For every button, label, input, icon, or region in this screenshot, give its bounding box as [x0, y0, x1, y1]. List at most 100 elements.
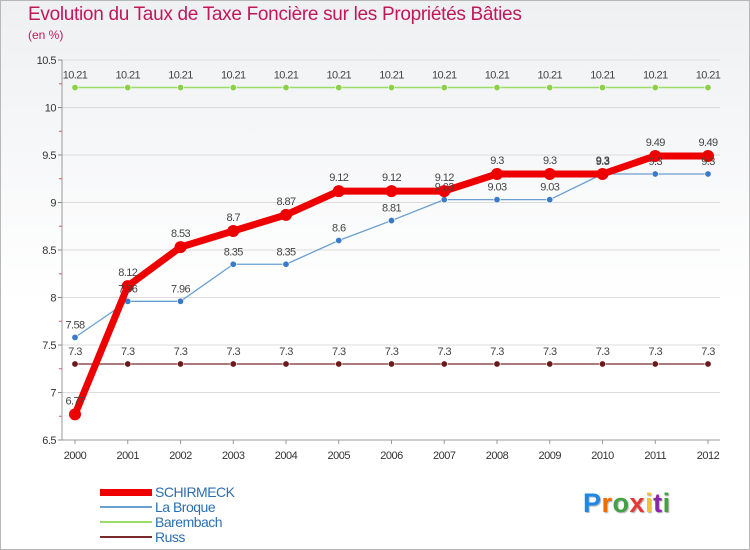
data-point-la-broque — [335, 237, 343, 245]
legend-swatch — [100, 488, 152, 496]
data-point-barembach — [124, 84, 132, 92]
data-point-schirmeck — [121, 280, 134, 293]
y-tick-label: 7.5 — [42, 340, 56, 352]
data-point-barembach — [387, 84, 395, 92]
data-point-russ — [282, 360, 290, 368]
data-point-schirmeck — [438, 185, 451, 198]
data-label-barembach: 10.21 — [432, 70, 457, 82]
data-label-schirmeck: 9.12 — [329, 172, 348, 184]
data-point-schirmeck — [69, 408, 81, 421]
data-label-russ: 7.3 — [438, 346, 452, 358]
data-label-russ: 7.3 — [332, 346, 346, 358]
data-point-barembach — [335, 84, 343, 92]
x-tick-label: 2006 — [380, 450, 403, 462]
data-point-la-broque — [282, 260, 290, 268]
data-point-russ — [387, 360, 395, 368]
data-label-la-broque: 7.58 — [65, 319, 84, 331]
y-tick-label: 9 — [50, 198, 56, 210]
data-label-russ: 7.3 — [701, 346, 715, 358]
data-point-la-broque — [440, 196, 448, 204]
data-label-la-broque: 7.96 — [171, 283, 190, 295]
x-tick-label: 2003 — [222, 450, 245, 462]
data-point-russ — [651, 360, 659, 368]
data-label-barembach: 10.21 — [115, 70, 140, 82]
data-label-russ: 7.3 — [649, 346, 663, 358]
y-tick-label: 8 — [50, 293, 56, 305]
data-point-schirmeck — [385, 185, 398, 198]
legend-swatch — [100, 506, 152, 508]
data-label-barembach: 10.21 — [590, 70, 615, 82]
data-point-la-broque — [704, 170, 712, 178]
data-point-barembach — [282, 84, 290, 92]
x-tick-label: 2009 — [539, 450, 562, 462]
data-label-barembach: 10.21 — [379, 70, 404, 82]
data-label-la-broque: 9.3 — [701, 156, 715, 168]
data-point-la-broque — [387, 217, 395, 225]
data-label-schirmeck: 8.12 — [118, 267, 137, 279]
data-label-barembach: 10.21 — [168, 70, 193, 82]
x-tick-label: 2008 — [486, 450, 509, 462]
data-label-la-broque: 8.35 — [276, 246, 295, 258]
data-point-schirmeck — [649, 149, 662, 162]
data-point-russ — [177, 360, 185, 368]
data-label-schirmeck: 8.87 — [276, 196, 295, 208]
data-label-schirmeck: 6.77 — [65, 395, 84, 407]
y-tick-label: 10.5 — [37, 55, 57, 67]
data-label-barembach: 10.21 — [537, 70, 562, 82]
x-tick-label: 2012 — [697, 450, 720, 462]
data-label-barembach: 10.21 — [696, 70, 721, 82]
data-label-barembach: 10.21 — [274, 70, 299, 82]
data-point-barembach — [704, 84, 712, 92]
x-tick-label: 2000 — [64, 450, 87, 462]
data-label-barembach: 10.21 — [63, 70, 88, 82]
data-label-schirmeck: 9.3 — [490, 155, 504, 167]
data-point-barembach — [651, 84, 659, 92]
data-point-barembach — [440, 84, 448, 92]
x-tick-label: 2007 — [433, 450, 456, 462]
legend-swatch — [100, 521, 152, 523]
x-tick-label: 2011 — [644, 450, 666, 462]
data-label-schirmeck: 8.53 — [171, 228, 190, 240]
data-point-barembach — [177, 84, 185, 92]
data-label-barembach: 10.21 — [643, 70, 668, 82]
y-tick-label: 7 — [50, 388, 56, 400]
data-point-barembach — [229, 84, 237, 92]
data-point-russ — [704, 360, 712, 368]
data-label-barembach: 10.21 — [221, 70, 246, 82]
data-label-schirmeck: 9.12 — [435, 172, 454, 184]
data-label-russ: 7.3 — [121, 346, 135, 358]
data-label-schirmeck: 9.49 — [646, 137, 665, 149]
logo-letter: i — [662, 488, 671, 518]
data-label-barembach: 10.21 — [485, 70, 510, 82]
data-point-russ — [124, 360, 132, 368]
data-label-la-broque: 9.3 — [596, 156, 610, 168]
data-point-barembach — [493, 84, 501, 92]
logo-letter: r — [601, 488, 613, 518]
data-label-la-broque: 9.03 — [487, 182, 506, 194]
data-point-la-broque — [493, 196, 501, 204]
data-point-russ — [493, 360, 501, 368]
data-label-russ: 7.3 — [174, 346, 188, 358]
data-label-la-broque: 8.35 — [224, 246, 243, 258]
data-point-schirmeck — [332, 185, 345, 198]
logo-letter: i — [645, 488, 654, 518]
unit-label: (en %) — [28, 28, 64, 42]
data-label-russ: 7.3 — [385, 346, 399, 358]
legend-label: Russ — [155, 529, 185, 545]
data-label-barembach: 10.21 — [326, 70, 351, 82]
x-tick-label: 2001 — [117, 450, 140, 462]
data-point-barembach — [546, 84, 554, 92]
proxiti-logo: Proxiti — [583, 488, 671, 519]
data-point-la-broque — [71, 333, 79, 341]
data-point-schirmeck — [543, 168, 556, 180]
data-point-russ — [71, 360, 79, 368]
y-tick-label: 9.5 — [42, 150, 56, 162]
data-point-la-broque — [546, 196, 554, 204]
data-point-la-broque — [229, 260, 237, 268]
data-point-schirmeck — [702, 149, 714, 162]
data-point-schirmeck — [596, 168, 609, 180]
data-point-russ — [598, 360, 606, 368]
data-point-russ — [335, 360, 343, 368]
data-label-schirmeck: 9.49 — [698, 137, 717, 149]
